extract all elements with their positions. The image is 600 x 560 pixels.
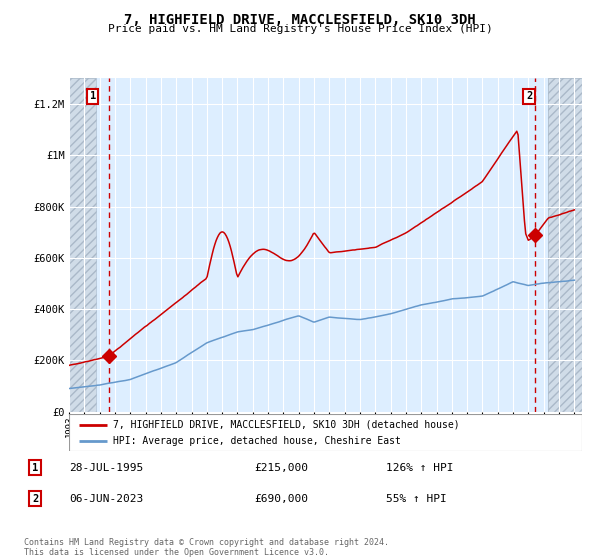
Text: 2: 2 xyxy=(526,91,532,101)
FancyBboxPatch shape xyxy=(69,414,582,451)
Text: 55% ↑ HPI: 55% ↑ HPI xyxy=(386,494,447,503)
Text: Price paid vs. HM Land Registry's House Price Index (HPI): Price paid vs. HM Land Registry's House … xyxy=(107,24,493,34)
Text: 7, HIGHFIELD DRIVE, MACCLESFIELD, SK10 3DH: 7, HIGHFIELD DRIVE, MACCLESFIELD, SK10 3… xyxy=(124,13,476,27)
Text: HPI: Average price, detached house, Cheshire East: HPI: Average price, detached house, Ches… xyxy=(113,436,400,446)
Bar xyxy=(548,78,582,412)
Text: 28-JUL-1995: 28-JUL-1995 xyxy=(70,463,144,473)
Text: £215,000: £215,000 xyxy=(254,463,308,473)
Text: 06-JUN-2023: 06-JUN-2023 xyxy=(70,494,144,503)
Text: 1: 1 xyxy=(32,463,38,473)
Bar xyxy=(548,78,582,412)
Text: 126% ↑ HPI: 126% ↑ HPI xyxy=(386,463,454,473)
Text: 7, HIGHFIELD DRIVE, MACCLESFIELD, SK10 3DH (detached house): 7, HIGHFIELD DRIVE, MACCLESFIELD, SK10 3… xyxy=(113,419,459,430)
Text: £690,000: £690,000 xyxy=(254,494,308,503)
Bar xyxy=(69,78,96,412)
Text: 2: 2 xyxy=(32,494,38,503)
Text: 1: 1 xyxy=(89,91,96,101)
Text: Contains HM Land Registry data © Crown copyright and database right 2024.
This d: Contains HM Land Registry data © Crown c… xyxy=(24,538,389,557)
Bar xyxy=(69,78,96,412)
